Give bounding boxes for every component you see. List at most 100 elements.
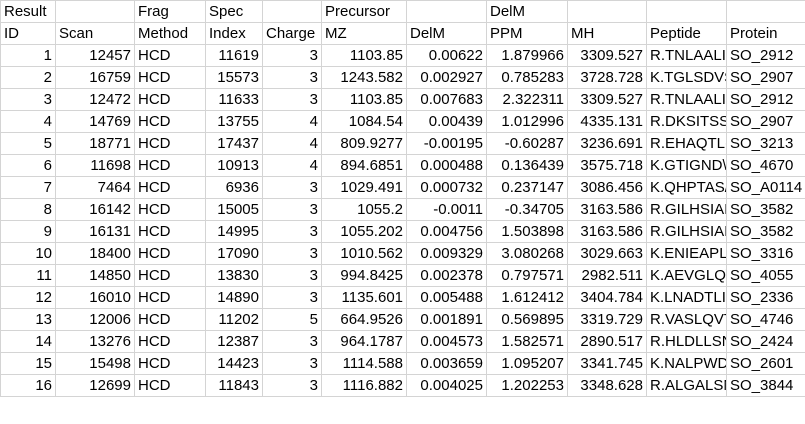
cell-spec-index[interactable]: 14423: [205, 352, 263, 375]
cell-charge[interactable]: 3: [262, 352, 322, 375]
cell-delm[interactable]: 0.004573: [406, 330, 487, 353]
cell-precursor-mz[interactable]: 1116.882: [321, 374, 407, 397]
cell-charge[interactable]: 5: [262, 308, 322, 331]
cell-mh[interactable]: 2890.517: [567, 330, 647, 353]
cell-delm-ppm[interactable]: 0.569895: [486, 308, 568, 331]
cell-scan[interactable]: 11698: [55, 154, 135, 177]
header-cell-delm-ppm[interactable]: PPM: [486, 22, 568, 45]
cell-peptide[interactable]: R.EHAQTL(: [646, 132, 727, 155]
cell-peptide[interactable]: K.TGLSDVS: [646, 66, 727, 89]
cell-delm[interactable]: 0.005488: [406, 286, 487, 309]
cell-delm[interactable]: 0.000732: [406, 176, 487, 199]
cell-mh[interactable]: 3575.718: [567, 154, 647, 177]
cell-delm-ppm[interactable]: 3.080268: [486, 242, 568, 265]
cell-spec-index[interactable]: 17437: [205, 132, 263, 155]
cell-precursor-mz[interactable]: 1029.491: [321, 176, 407, 199]
cell-frag-method[interactable]: HCD: [134, 264, 206, 287]
cell-scan[interactable]: 12006: [55, 308, 135, 331]
cell-frag-method[interactable]: HCD: [134, 330, 206, 353]
cell-spec-index[interactable]: 11202: [205, 308, 263, 331]
cell-peptide[interactable]: R.DKSITSST: [646, 110, 727, 133]
header-cell-spec-index[interactable]: Spec: [205, 0, 263, 23]
cell-protein[interactable]: SO_3582: [726, 198, 805, 221]
cell-charge[interactable]: 3: [262, 198, 322, 221]
cell-delm[interactable]: 0.004756: [406, 220, 487, 243]
cell-protein[interactable]: SO_2424: [726, 330, 805, 353]
cell-mh[interactable]: 3309.527: [567, 88, 647, 111]
cell-protein[interactable]: SO_3582: [726, 220, 805, 243]
cell-delm-ppm[interactable]: 1.202253: [486, 374, 568, 397]
cell-charge[interactable]: 3: [262, 264, 322, 287]
cell-peptide[interactable]: R.HLDLLSN: [646, 330, 727, 353]
cell-result-id[interactable]: 1: [0, 44, 56, 67]
cell-delm[interactable]: 0.00622: [406, 44, 487, 67]
cell-delm-ppm[interactable]: 0.797571: [486, 264, 568, 287]
cell-charge[interactable]: 3: [262, 176, 322, 199]
cell-mh[interactable]: 3341.745: [567, 352, 647, 375]
cell-result-id[interactable]: 11: [0, 264, 56, 287]
cell-precursor-mz[interactable]: 994.8425: [321, 264, 407, 287]
cell-spec-index[interactable]: 6936: [205, 176, 263, 199]
cell-scan[interactable]: 16010: [55, 286, 135, 309]
cell-spec-index[interactable]: 11619: [205, 44, 263, 67]
cell-precursor-mz[interactable]: 1055.202: [321, 220, 407, 243]
cell-peptide[interactable]: K.NALPWD: [646, 352, 727, 375]
cell-peptide[interactable]: K.LNADTLI: [646, 286, 727, 309]
cell-precursor-mz[interactable]: 1084.54: [321, 110, 407, 133]
cell-precursor-mz[interactable]: 1243.582: [321, 66, 407, 89]
cell-result-id[interactable]: 12: [0, 286, 56, 309]
cell-delm[interactable]: 0.001891: [406, 308, 487, 331]
cell-mh[interactable]: 3404.784: [567, 286, 647, 309]
cell-scan[interactable]: 18771: [55, 132, 135, 155]
cell-scan[interactable]: 16759: [55, 66, 135, 89]
cell-mh[interactable]: 2982.511: [567, 264, 647, 287]
cell-charge[interactable]: 3: [262, 66, 322, 89]
cell-frag-method[interactable]: HCD: [134, 286, 206, 309]
cell-scan[interactable]: 7464: [55, 176, 135, 199]
cell-charge[interactable]: 3: [262, 88, 322, 111]
cell-delm[interactable]: 0.002927: [406, 66, 487, 89]
cell-result-id[interactable]: 8: [0, 198, 56, 221]
cell-frag-method[interactable]: HCD: [134, 44, 206, 67]
cell-scan[interactable]: 14850: [55, 264, 135, 287]
cell-peptide[interactable]: R.VASLQVT: [646, 308, 727, 331]
header-cell-mh[interactable]: [567, 0, 647, 23]
cell-protein[interactable]: SO_2907: [726, 110, 805, 133]
cell-precursor-mz[interactable]: 964.1787: [321, 330, 407, 353]
header-cell-scan[interactable]: Scan: [55, 22, 135, 45]
cell-precursor-mz[interactable]: 809.9277: [321, 132, 407, 155]
cell-mh[interactable]: 3086.456: [567, 176, 647, 199]
cell-mh[interactable]: 3309.527: [567, 44, 647, 67]
cell-precursor-mz[interactable]: 1055.2: [321, 198, 407, 221]
cell-delm-ppm[interactable]: 0.136439: [486, 154, 568, 177]
header-cell-frag-method[interactable]: Method: [134, 22, 206, 45]
cell-peptide[interactable]: R.GILHSIAI: [646, 220, 727, 243]
cell-protein[interactable]: SO_2912: [726, 88, 805, 111]
cell-protein[interactable]: SO_2907: [726, 66, 805, 89]
cell-result-id[interactable]: 16: [0, 374, 56, 397]
cell-frag-method[interactable]: HCD: [134, 110, 206, 133]
cell-frag-method[interactable]: HCD: [134, 352, 206, 375]
cell-spec-index[interactable]: 15005: [205, 198, 263, 221]
cell-scan[interactable]: 12699: [55, 374, 135, 397]
cell-mh[interactable]: 4335.131: [567, 110, 647, 133]
cell-protein[interactable]: SO_3213: [726, 132, 805, 155]
cell-result-id[interactable]: 10: [0, 242, 56, 265]
cell-charge[interactable]: 3: [262, 44, 322, 67]
cell-protein[interactable]: SO_A0114: [726, 176, 805, 199]
cell-charge[interactable]: 3: [262, 220, 322, 243]
cell-charge[interactable]: 3: [262, 330, 322, 353]
cell-delm[interactable]: 0.007683: [406, 88, 487, 111]
cell-spec-index[interactable]: 10913: [205, 154, 263, 177]
cell-delm-ppm[interactable]: -0.34705: [486, 198, 568, 221]
header-cell-protein[interactable]: Protein: [726, 22, 805, 45]
cell-result-id[interactable]: 14: [0, 330, 56, 353]
header-cell-peptide[interactable]: Peptide: [646, 22, 727, 45]
header-cell-result-id[interactable]: Result: [0, 0, 56, 23]
cell-scan[interactable]: 12457: [55, 44, 135, 67]
cell-result-id[interactable]: 7: [0, 176, 56, 199]
cell-mh[interactable]: 3319.729: [567, 308, 647, 331]
header-cell-mh[interactable]: MH: [567, 22, 647, 45]
cell-result-id[interactable]: 15: [0, 352, 56, 375]
cell-precursor-mz[interactable]: 894.6851: [321, 154, 407, 177]
